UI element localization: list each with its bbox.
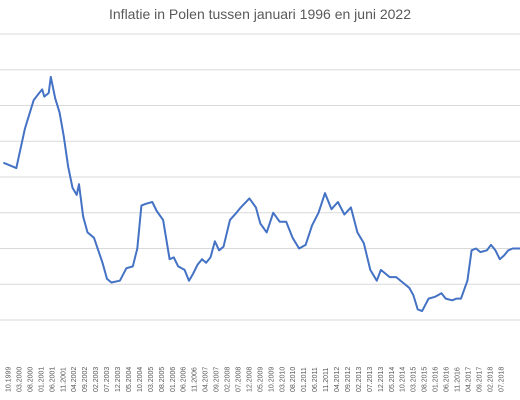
gridlines xyxy=(0,33,520,285)
x-tick-label: 04.2017 xyxy=(465,367,472,392)
x-tick-label: 10.2009 xyxy=(268,367,275,392)
x-tick-label: 04.2007 xyxy=(203,367,210,392)
x-tick-label: 08.2005 xyxy=(159,367,166,392)
x-tick-label: 02.2008 xyxy=(225,367,232,392)
x-tick-label: 02.2003 xyxy=(93,367,100,392)
x-tick-label: 01.2011 xyxy=(301,367,308,392)
x-tick-label: 06.2011 xyxy=(312,367,319,392)
x-tick-label: 03.2000 xyxy=(16,367,23,392)
x-tick-label: 10.2014 xyxy=(400,367,407,392)
x-tick-label: 03.2015 xyxy=(411,367,418,392)
x-tick-label: 07.2003 xyxy=(104,367,111,392)
x-tick-label: 06.2016 xyxy=(444,367,451,392)
x-tick-label: 08.2000 xyxy=(27,367,34,392)
x-tick-label: 09.2007 xyxy=(214,367,221,392)
x-tick-label: 05.2014 xyxy=(389,367,396,392)
x-tick-label: 07.2008 xyxy=(235,367,242,392)
x-tick-label: 12.2013 xyxy=(378,367,385,392)
x-tick-label: 03.2005 xyxy=(148,367,155,392)
x-tick-label: 01.2006 xyxy=(170,367,177,392)
x-tick-label: 08.2015 xyxy=(422,367,429,392)
x-tick-label: 11.2001 xyxy=(60,367,67,392)
x-tick-label: 10.2004 xyxy=(137,367,144,392)
x-tick-label: 08.2010 xyxy=(290,367,297,392)
x-tick-label: 07.2013 xyxy=(367,367,374,392)
x-tick-label: 11.2016 xyxy=(454,367,461,392)
x-tick-label: 06.2006 xyxy=(181,367,188,392)
series-line xyxy=(3,75,520,313)
x-tick-label: 06.2001 xyxy=(49,367,56,392)
x-tick-label: 09.2002 xyxy=(82,367,89,392)
chart-title: Inflatie in Polen tussen januari 1996 en… xyxy=(109,6,411,22)
x-tick-label: 05.2009 xyxy=(257,367,264,392)
x-tick-label: 01.2016 xyxy=(433,367,440,392)
x-tick-label: 01.2001 xyxy=(38,367,45,392)
x-tick-labels: 10.1999 03.2000 08.2000 01.2001 06.2001 11.20… xyxy=(6,367,506,392)
x-tick-label: 09.2012 xyxy=(345,367,352,392)
x-tick-label: 12.2008 xyxy=(246,367,253,392)
x-tick-label: 05.2004 xyxy=(126,367,133,392)
x-tick-label: 07.2018 xyxy=(498,367,505,392)
x-tick-label: 02.2018 xyxy=(487,367,494,392)
series-lines xyxy=(3,75,520,313)
x-tick-label: 10.1999 xyxy=(6,367,13,392)
x-tick-label: 04.2012 xyxy=(334,367,341,392)
x-tick-label: 09.2017 xyxy=(476,367,483,392)
x-tick-label: 03.2010 xyxy=(279,367,286,392)
x-tick-label: 02.2013 xyxy=(356,367,363,392)
x-tick-label: 12.2003 xyxy=(115,367,122,392)
x-tick-label: 04.2002 xyxy=(71,367,78,392)
x-tick-label: 11.2006 xyxy=(192,367,199,392)
x-tick-label: 11.2011 xyxy=(323,368,330,392)
